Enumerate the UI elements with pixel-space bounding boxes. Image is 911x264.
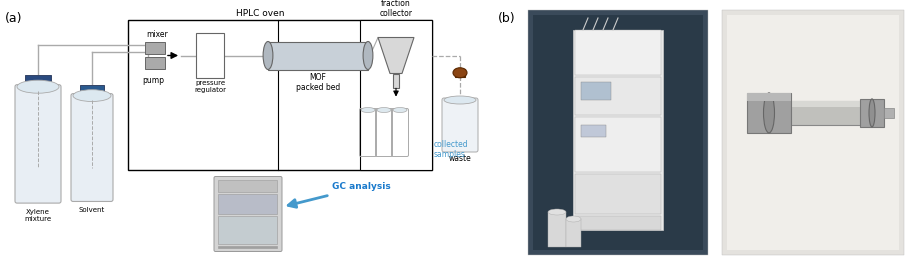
Bar (580, 82, 610, 100)
Bar (574, 77, 660, 115)
Ellipse shape (566, 216, 580, 222)
Ellipse shape (393, 107, 406, 112)
Ellipse shape (73, 90, 111, 102)
Bar (219, 216, 277, 244)
Text: Xylene
mixture: Xylene mixture (25, 209, 52, 222)
Bar (360, 20, 432, 170)
Bar (532, 15, 702, 250)
Ellipse shape (363, 41, 373, 69)
Bar (219, 194, 277, 214)
Bar (574, 30, 660, 75)
Bar (771, 101, 870, 125)
Bar (746, 93, 790, 101)
Bar (572, 30, 662, 230)
Bar (574, 117, 660, 172)
Bar (746, 93, 790, 133)
Ellipse shape (376, 107, 391, 112)
Bar (268, 41, 368, 69)
Text: HPLC oven: HPLC oven (235, 9, 284, 18)
Text: waste: waste (448, 154, 471, 163)
Bar (196, 33, 224, 78)
Ellipse shape (262, 41, 272, 69)
Text: MOF
packed bed: MOF packed bed (295, 73, 340, 92)
Bar (25, 75, 51, 87)
Bar (771, 101, 870, 107)
Bar (219, 180, 277, 192)
Bar (128, 20, 432, 170)
Bar (859, 99, 883, 127)
Bar (574, 174, 660, 214)
Bar (455, 69, 465, 77)
Ellipse shape (453, 68, 466, 78)
FancyBboxPatch shape (15, 85, 61, 203)
Text: collected
samples: collected samples (434, 140, 468, 159)
Bar (80, 85, 104, 96)
Bar (219, 246, 277, 248)
Text: mixer: mixer (146, 30, 168, 39)
Bar (883, 108, 893, 118)
FancyBboxPatch shape (442, 98, 477, 152)
Text: fraction
collector: fraction collector (379, 0, 412, 18)
Text: Solvent: Solvent (78, 207, 105, 213)
Bar (548, 212, 566, 247)
Text: (b): (b) (497, 12, 515, 25)
Ellipse shape (17, 80, 59, 93)
Ellipse shape (80, 92, 104, 99)
Polygon shape (377, 37, 414, 73)
Bar (722, 10, 903, 255)
Bar (527, 10, 707, 255)
Ellipse shape (548, 209, 566, 215)
Ellipse shape (25, 83, 51, 90)
Ellipse shape (444, 96, 476, 104)
Bar (566, 219, 580, 247)
Bar (145, 57, 165, 69)
Text: pump: pump (142, 76, 164, 85)
Bar (574, 216, 660, 230)
Ellipse shape (763, 93, 773, 133)
Bar (145, 42, 165, 54)
FancyBboxPatch shape (71, 94, 113, 201)
Bar (726, 15, 898, 250)
Ellipse shape (361, 107, 374, 112)
Text: (a): (a) (5, 12, 23, 25)
Ellipse shape (868, 99, 874, 127)
Text: pressure
regulator: pressure regulator (194, 80, 226, 93)
Text: GC analysis: GC analysis (332, 182, 390, 191)
Bar (393, 73, 398, 87)
Bar (580, 125, 605, 137)
FancyBboxPatch shape (214, 177, 281, 252)
